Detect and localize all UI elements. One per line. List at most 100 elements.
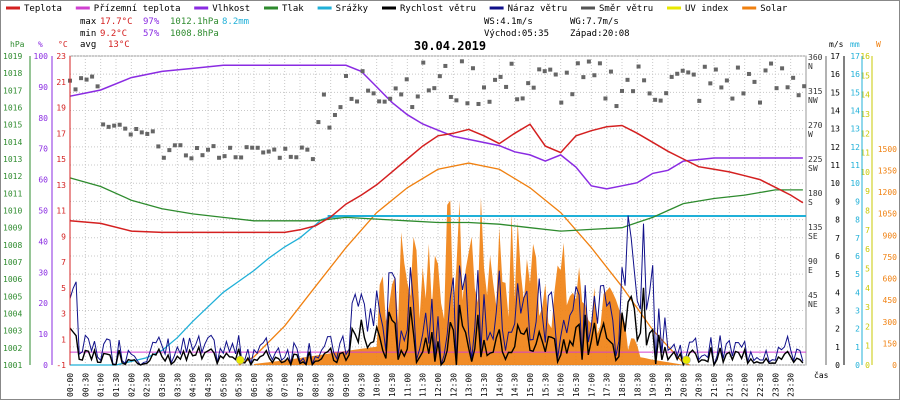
wind-dir-dot: [167, 148, 172, 153]
chart-title: 30.04.2019: [414, 39, 486, 53]
stat-min-press: 1008.8hPa: [170, 29, 219, 39]
rain-axis-tick-10: 7: [855, 234, 860, 243]
pressure-axis-tick-15: 1004: [3, 310, 22, 319]
legend-label-8: UV index: [685, 4, 729, 14]
wind-speed-axis-tick-6: 11: [830, 161, 840, 170]
wind-dir-dot: [178, 143, 183, 148]
uv-axis-tick-5: 11: [860, 149, 870, 158]
unit-time: čas: [814, 370, 829, 380]
wind-dir-dot: [592, 73, 597, 78]
rain-axis-tick-13: 4: [855, 288, 860, 297]
wind-dir-dot: [432, 86, 437, 91]
wind-dir-dot: [156, 144, 161, 149]
uv-axis-tick-6: 10: [860, 168, 870, 177]
wind-dir-dot: [791, 75, 796, 80]
stat-max-press: 1012.1hPa: [170, 17, 219, 27]
wind-dir-dot: [614, 104, 619, 109]
temperature-axis-tick-12: -1: [56, 361, 66, 370]
pressure-axis-tick-0: 1019: [3, 52, 22, 61]
solar-axis-tick-10: 0: [892, 361, 897, 370]
series-temperature: [69, 123, 804, 234]
stat-min-label: min: [80, 29, 96, 39]
wind-dir-dot: [664, 91, 669, 96]
x-tick-42: 21:00: [710, 373, 719, 397]
wind-dir-dot: [206, 147, 210, 152]
wind-dir-dot: [586, 59, 591, 64]
wind-dir-dot: [90, 74, 95, 79]
wind-dir-dot: [316, 120, 321, 125]
x-tick-40: 20:00: [679, 373, 688, 397]
wind-dir-dot: [796, 93, 801, 98]
x-tick-8: 04:00: [189, 373, 198, 397]
rain-axis-tick-17: 0: [855, 361, 860, 370]
wind-dir-dot: [272, 147, 277, 152]
legend-label-4: Srážky: [336, 4, 369, 14]
x-tick-10: 05:00: [219, 373, 228, 397]
wind-dir-dot: [228, 145, 233, 150]
uv-axis-tick-12: 4: [865, 284, 870, 293]
wind-dir-dot: [631, 89, 636, 94]
stat-avg-temp: 13°C: [108, 40, 130, 50]
unit-c: °C: [58, 40, 68, 49]
wind-dir-dot: [482, 85, 486, 90]
x-tick-22: 11:00: [403, 373, 412, 397]
wind-dir-dot: [161, 155, 166, 160]
rain-axis-tick-4: 13: [850, 125, 860, 134]
stat-max-label: max: [80, 17, 97, 27]
wind-dir-dot: [647, 91, 652, 96]
wind-dir-dot: [735, 65, 740, 70]
uv-axis-tick-9: 7: [865, 226, 870, 235]
temperature-axis-tick-10: 3: [61, 310, 66, 319]
pressure-axis-tick-7: 1012: [3, 172, 22, 181]
wind-dir-dot: [493, 77, 498, 82]
wind-dir-dot: [437, 74, 442, 79]
wind-dir-dot: [404, 77, 409, 82]
solar-axis-tick-1: 1350: [878, 167, 897, 176]
wind-dir-label-0: N: [808, 62, 813, 71]
wind-dir-dot: [200, 153, 205, 158]
x-tick-3: 01:30: [112, 373, 121, 397]
wind-dir-dot: [388, 96, 393, 101]
pressure-axis-tick-17: 1002: [3, 344, 22, 353]
wind-dir-dot: [377, 99, 382, 104]
wind-dir-dot: [702, 64, 707, 69]
wind-dir-tick-3: 225: [808, 155, 823, 164]
wind-dir-dot: [675, 71, 680, 76]
rain-axis-tick-1: 16: [850, 70, 860, 79]
wind-dir-dot: [255, 145, 260, 150]
temperature-axis-tick-0: 23: [56, 52, 66, 61]
x-tick-5: 02:30: [143, 373, 152, 397]
x-tick-14: 07:00: [281, 373, 290, 397]
wind-dir-dot: [393, 86, 398, 91]
pressure-axis-tick-10: 1009: [3, 224, 22, 233]
wind-speed-axis-tick-8: 9: [835, 197, 840, 206]
rain-axis-tick-3: 14: [850, 107, 860, 116]
uv-axis-tick-7: 9: [865, 187, 870, 196]
x-tick-39: 19:30: [664, 373, 673, 397]
legend-label-2: Vlhkost: [212, 4, 250, 14]
wind-dir-dot: [719, 85, 724, 90]
wind-speed-axis-tick-1: 16: [830, 70, 840, 79]
wind-dir-dot: [581, 75, 586, 80]
series-humidity: [69, 64, 803, 190]
x-tick-18: 09:00: [342, 373, 351, 397]
wind-speed-axis-tick-15: 2: [835, 325, 840, 334]
uv-marker-0: [235, 355, 245, 365]
wind-speed-axis-tick-13: 4: [835, 288, 840, 297]
x-tick-0: 00:00: [66, 373, 75, 397]
wind-speed-axis-tick-10: 7: [835, 234, 840, 243]
wind-dir-dot: [321, 92, 326, 97]
wind-dir-dot: [349, 96, 354, 101]
wind-dir-label-4: S: [808, 198, 813, 207]
rain-axis-tick-9: 8: [855, 216, 860, 225]
wind-dir-dot: [774, 86, 779, 91]
rain-axis-tick-16: 1: [855, 343, 860, 352]
uv-marker-1: [682, 355, 691, 365]
x-tick-17: 08:30: [327, 373, 336, 397]
wind-speed-axis-tick-7: 10: [830, 179, 840, 188]
uv-axis-tick-3: 13: [860, 110, 870, 119]
wind-dir-dot: [769, 61, 774, 66]
rain-axis-tick-0: 17: [850, 52, 860, 61]
pressure-axis-tick-16: 1003: [3, 327, 22, 336]
wind-dir-dot: [515, 97, 520, 102]
